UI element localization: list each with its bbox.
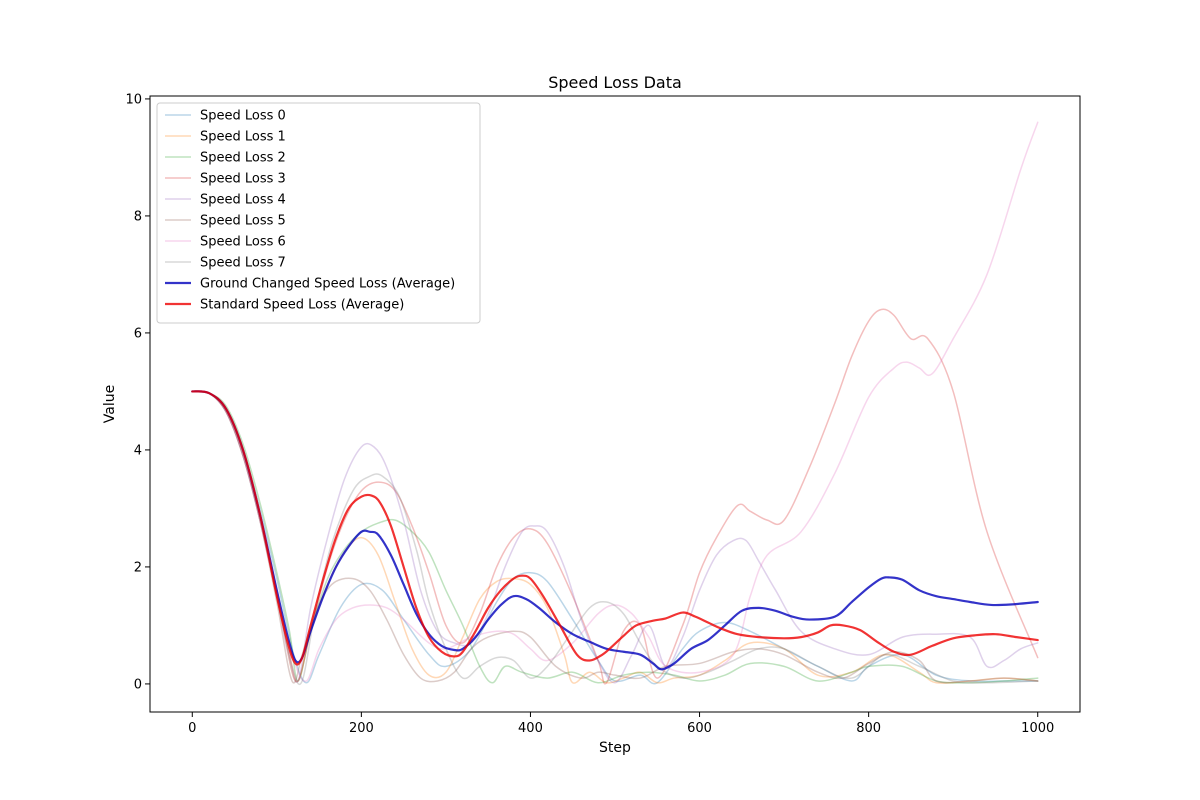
legend-label-7: Speed Loss 7 xyxy=(200,256,286,271)
legend-label-3: Speed Loss 3 xyxy=(200,172,286,187)
x-tick-label: 1000 xyxy=(1021,721,1054,736)
y-tick-label: 8 xyxy=(134,209,142,224)
series-line-7 xyxy=(191,390,1039,686)
legend-box xyxy=(156,102,481,324)
legend-label-6: Speed Loss 6 xyxy=(200,235,286,250)
series-line-2 xyxy=(191,390,1039,684)
x-tick-label: 200 xyxy=(349,721,374,736)
plot-frame xyxy=(149,95,1081,713)
y-tick-label: 6 xyxy=(134,326,142,341)
series-line-5 xyxy=(191,390,1039,684)
legend-label-0: Speed Loss 0 xyxy=(200,109,286,124)
legend-label-8: Ground Changed Speed Loss (Average) xyxy=(200,277,455,292)
series-line-0 xyxy=(191,390,1039,685)
y-tick-label: 4 xyxy=(134,443,142,458)
series-line-9 xyxy=(191,390,1039,666)
legend-label-1: Speed Loss 1 xyxy=(200,130,286,145)
series-line-6 xyxy=(191,121,1039,682)
series-line-1 xyxy=(191,390,1039,684)
legend-label-2: Speed Loss 2 xyxy=(200,151,286,166)
x-tick-label: 800 xyxy=(856,721,881,736)
x-axis-ticks: 0 200 400 600 800 1000 xyxy=(188,712,1054,736)
series-line-3 xyxy=(191,308,1039,685)
legend-label-4: Speed Loss 4 xyxy=(200,193,286,208)
y-axis-ticks: 0 2 4 6 8 10 xyxy=(125,92,150,692)
plot-lines xyxy=(191,121,1039,686)
series-line-8 xyxy=(191,390,1039,671)
y-axis-label: Value xyxy=(102,385,118,423)
y-tick-label: 10 xyxy=(125,92,142,107)
x-tick-label: 400 xyxy=(518,721,543,736)
x-tick-label: 600 xyxy=(687,721,712,736)
x-tick-label: 0 xyxy=(188,721,196,736)
x-axis-label: Step xyxy=(599,740,631,756)
y-tick-label: 0 xyxy=(134,677,142,692)
chart-title: Speed Loss Data xyxy=(548,73,682,92)
legend: Speed Loss 0 Speed Loss 1 Speed Loss 2 Spee… xyxy=(156,102,481,324)
y-tick-label: 2 xyxy=(134,560,142,575)
legend-label-9: Standard Speed Loss (Average) xyxy=(200,298,404,313)
legend-label-5: Speed Loss 5 xyxy=(200,214,286,229)
series-line-4 xyxy=(191,390,1039,684)
